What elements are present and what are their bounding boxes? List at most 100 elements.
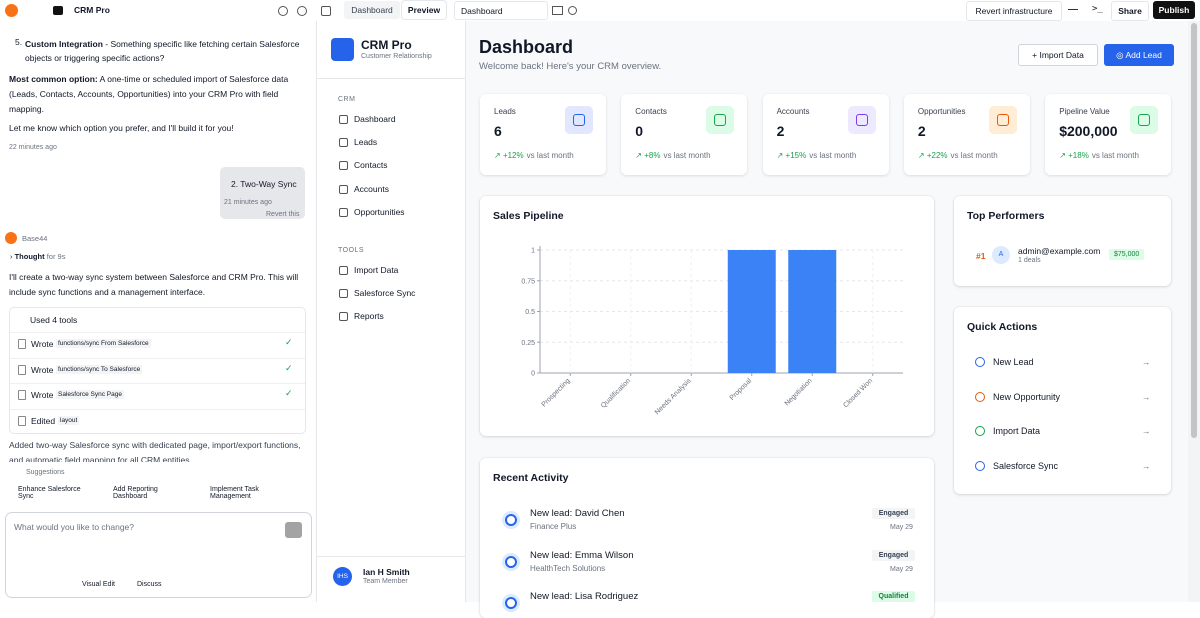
- check: ✓: [285, 362, 293, 373]
- visual-edit[interactable]: Visual Edit: [82, 581, 115, 588]
- icon-panel[interactable]: [321, 6, 331, 16]
- nav-item[interactable]: Contacts: [354, 160, 388, 171]
- send-button[interactable]: [285, 522, 302, 538]
- change-value: +12%: [502, 151, 524, 160]
- stat-icon: [988, 106, 1017, 134]
- suggestion[interactable]: Implement Task Management: [210, 486, 259, 500]
- paragraph: Most common option: A one-time or schedu…: [9, 72, 299, 117]
- bar: [788, 250, 837, 373]
- agent-name: Base44: [22, 234, 48, 243]
- icon-device[interactable]: [552, 6, 563, 15]
- activity-company: Finance Plus: [530, 522, 577, 531]
- chart: 0 0.25 0.5 0.75 1 Prospecting Qualification Nee…: [521, 246, 903, 416]
- icon-help[interactable]: [297, 6, 307, 16]
- thought[interactable]: › Thought for 9s: [10, 252, 66, 261]
- activity-icon: [505, 555, 517, 568]
- tool-target: functions/sync From Salesforce: [56, 339, 151, 348]
- action-label[interactable]: Import Data: [993, 426, 1041, 437]
- stat-change: ↗ +18% vs last month: [1059, 151, 1139, 160]
- nav-item[interactable]: Reports: [354, 311, 384, 322]
- tools-title[interactable]: Used 4 tools: [30, 315, 78, 325]
- quick-actions-card: Quick Actions New Lead → New Opportunity → I…: [954, 307, 1171, 494]
- nav-item[interactable]: Opportunities: [354, 206, 405, 217]
- status-badge: Engaged: [872, 549, 915, 561]
- nav-icon: [339, 184, 348, 194]
- activity-company: HealthTech Solutions: [530, 563, 606, 573]
- stat-change: ↗ +22% vs last month: [917, 151, 998, 160]
- card-title: Sales Pipeline: [493, 210, 564, 222]
- option-label: Most common option:: [9, 74, 98, 84]
- divider: [317, 556, 465, 557]
- action-label[interactable]: New Opportunity: [993, 391, 1061, 402]
- nav-item[interactable]: Import Data: [354, 265, 399, 275]
- action-label[interactable]: New Lead: [993, 357, 1034, 367]
- icon-activity[interactable]: [1068, 9, 1078, 10]
- suggestion[interactable]: Add Reporting Dashboard: [113, 486, 158, 500]
- section-label: CRM: [338, 96, 356, 103]
- x-tick-label: Needs Analysis: [654, 377, 693, 416]
- y-tick-label: 0.25: [521, 340, 535, 347]
- x-tick-label: Negotiation: [784, 377, 814, 407]
- stat-icon: [1130, 106, 1159, 134]
- tool-divider: [10, 383, 305, 384]
- action-label[interactable]: Salesforce Sync: [993, 461, 1059, 472]
- stat-icon-glyph: [996, 114, 1009, 126]
- top-bar: CRM Pro Dashboard Preview Dashboard Reve…: [0, 0, 1200, 22]
- logo[interactable]: [5, 4, 18, 17]
- tool-divider: [10, 408, 305, 410]
- file-icon: [18, 339, 26, 349]
- project-name[interactable]: CRM Pro: [74, 5, 110, 15]
- file-icon: [18, 415, 26, 426]
- tool-target: functions/sync To Salesforce: [56, 364, 143, 374]
- suggestions-area: Suggestions Enhance Salesforce Sync Add …: [0, 462, 316, 508]
- nav-item[interactable]: Leads: [354, 137, 378, 148]
- action-icon: [975, 426, 985, 437]
- suggestions-title: Suggestions: [26, 469, 65, 476]
- check: ✓: [285, 388, 293, 398]
- scroll-thumb[interactable]: [1191, 23, 1197, 438]
- activity-icon: [505, 597, 517, 609]
- change-value: +18%: [1068, 151, 1089, 160]
- bar: [727, 250, 776, 373]
- file-icon: [18, 390, 26, 400]
- app-logo: [331, 38, 354, 61]
- app-name: CRM Pro: [361, 38, 412, 52]
- discuss[interactable]: Discuss: [137, 581, 162, 588]
- publish-button[interactable]: Publish: [1153, 1, 1195, 19]
- revert-link[interactable]: Revert this: [266, 211, 300, 218]
- thought-label: Thought: [14, 252, 45, 261]
- activity-icon: [505, 514, 517, 526]
- tab-active[interactable]: Preview: [402, 1, 446, 19]
- y-tick-label: 0.75: [521, 278, 535, 285]
- x-tick-label: Prospecting: [541, 377, 572, 408]
- stat-label: Leads: [494, 107, 516, 116]
- change-note: vs last month: [1091, 151, 1139, 160]
- revert-button[interactable]: Revert infrastructure: [966, 1, 1062, 21]
- action-icon: [975, 391, 985, 402]
- icon-history[interactable]: [278, 6, 288, 16]
- tab[interactable]: Dashboard: [344, 1, 400, 19]
- stat-value: 2: [776, 123, 785, 139]
- chat-input[interactable]: What would you like to change? Visual Ed…: [5, 512, 312, 598]
- performer-deals: 1 deals: [1018, 257, 1041, 264]
- icon-refresh[interactable]: [568, 6, 577, 15]
- page-select[interactable]: Dashboard: [454, 1, 548, 20]
- nav-item[interactable]: Dashboard: [354, 114, 396, 124]
- stat-icon-glyph: [855, 114, 868, 126]
- add-lead-button[interactable]: ◎ Add Lead: [1104, 44, 1174, 66]
- change-note: vs last month: [950, 151, 998, 160]
- nav-item[interactable]: Accounts: [354, 183, 389, 194]
- suggestion[interactable]: Enhance Salesforce Sync: [18, 486, 81, 500]
- icon-terminal[interactable]: >_: [1092, 4, 1103, 14]
- list-item: Custom Integration - Something specific …: [25, 37, 307, 65]
- import-button[interactable]: + Import Data: [1018, 44, 1098, 66]
- check: ✓: [285, 337, 293, 347]
- nav-item[interactable]: Salesforce Sync: [354, 288, 416, 299]
- nav-icon: [339, 266, 348, 275]
- paragraph: Let me know which option you prefer, and…: [9, 123, 234, 133]
- share-button[interactable]: Share: [1111, 1, 1149, 21]
- scrollbar[interactable]: [1188, 21, 1200, 602]
- paragraph: Added two-way Salesforce sync with dedic…: [9, 440, 301, 465]
- stat-change: ↗ +8% vs last month: [635, 151, 711, 160]
- card-title: Top Performers: [967, 210, 1045, 222]
